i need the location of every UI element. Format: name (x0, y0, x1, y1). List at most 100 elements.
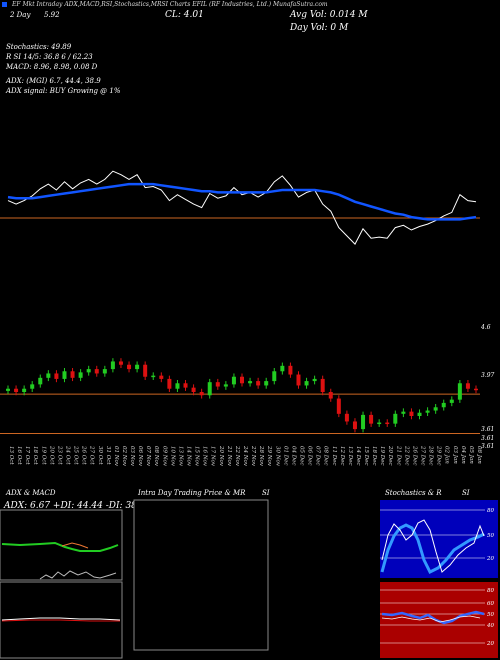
candle-body (465, 383, 470, 389)
candle-body (393, 413, 398, 424)
candle-body (223, 384, 228, 387)
date-tick-label: 27 Nov (250, 445, 256, 467)
candle-body (288, 365, 293, 375)
date-tick-label: 06 Dec (307, 446, 313, 466)
date-tick-label: 05 Dec (298, 446, 304, 466)
date-tick-label: 08 Nov (153, 446, 159, 467)
candle-body (385, 422, 390, 425)
candle-body (199, 392, 204, 396)
candle-body (320, 378, 325, 392)
stoch-tick-label: 80 (487, 508, 494, 514)
stoch-tick-label: 50 (487, 533, 494, 539)
date-tick-label: 25 Oct (73, 445, 79, 465)
candle-body (361, 414, 366, 430)
date-tick-label: 09 Nov (161, 446, 167, 467)
date-tick-label: 24 Oct (64, 445, 70, 465)
candle-body (369, 414, 374, 424)
legend-label: 2 Day (10, 11, 31, 19)
date-tick-label: 12 Dec (339, 446, 345, 466)
date-tick-label: 03 Jan (452, 446, 458, 464)
rsi-tick-label: 60 (487, 601, 494, 607)
candle-body (328, 392, 333, 399)
candle-body (272, 371, 277, 382)
date-tick-label: 16 Oct (16, 446, 22, 465)
price-label-mid: 3.97 (481, 372, 495, 379)
candle-body (336, 398, 341, 414)
candle-body (449, 399, 454, 403)
date-tick-label: 08 Jan (476, 446, 482, 464)
date-tick-label: 01 Dec (282, 446, 288, 466)
date-tick-label: 30 Oct (97, 446, 103, 465)
date-tick-label: 03 Nov (129, 446, 135, 467)
candle-body (409, 411, 414, 416)
date-tick-label: 07 Nov (145, 446, 151, 467)
date-tick-label: 04 Dec (290, 446, 296, 466)
stoch-d-line (380, 523, 485, 575)
date-tick-label: 19 Dec (379, 446, 385, 466)
macd-readout: MACD: 8.96, 8.98, 0.08 D (6, 63, 98, 71)
date-tick-label: 26 Oct (81, 445, 87, 465)
day-vol: Day Vol: 0 M (290, 23, 349, 33)
date-tick-label: 13 Dec (347, 446, 353, 466)
date-tick-label: 18 Oct (32, 446, 38, 465)
date-tick-label: 13 Nov (177, 446, 183, 467)
candle-body (264, 381, 269, 386)
close-line (7, 170, 477, 245)
rsi-tick-label: 20 (486, 641, 494, 647)
candle-body (110, 361, 115, 370)
candle-body (127, 364, 132, 370)
legend-swatch-label (2, 2, 7, 9)
candle-body (191, 387, 196, 392)
date-tick-label: 15 Dec (363, 446, 369, 466)
date-tick-label: 29 Dec (436, 445, 442, 466)
avg-vol: Avg Vol: 0.014 M (290, 10, 368, 20)
date-tick-label: 17 Nov (210, 446, 216, 467)
adx-panel-title: ADX & MACD (6, 489, 56, 497)
price-label-high: 4.6 (481, 324, 491, 331)
candle-body (296, 374, 301, 386)
price-label-low2: 3.61 (481, 435, 495, 442)
candle-body (78, 372, 83, 378)
candle-body (377, 422, 382, 425)
intraday-panel-title: Intra Day Trading Price & MR (138, 489, 246, 497)
date-tick-label: 01 Nov (113, 446, 119, 467)
date-tick-label: 22 Nov (234, 445, 240, 467)
candle-body (457, 383, 462, 400)
date-tick-label: 06 Nov (137, 446, 143, 467)
date-tick-label: 19 Oct (40, 446, 46, 465)
candle-body (6, 388, 10, 391)
date-tick-label: 29 Nov (266, 445, 272, 467)
candle-body (159, 375, 164, 379)
adx-readout: ADX: (MGI) 6.7, 44.4, 38.9 (6, 77, 101, 85)
date-tick-label: 24 Nov (242, 445, 248, 467)
candle-body (54, 373, 59, 379)
stochastics-readout: Stochastics: 49.89 (6, 43, 72, 51)
stoch-tick-label: 20 (486, 556, 494, 562)
stoch-panel-si: SI (462, 489, 470, 497)
candle-body (46, 373, 51, 378)
date-tick-label: 27 Oct (89, 445, 95, 465)
candle-body (143, 364, 148, 377)
adx-signal: ADX signal: BUY Growing @ 1% (6, 87, 121, 95)
date-tick-label: 20 Nov (218, 445, 224, 467)
candle-body (38, 377, 43, 385)
candle-body (240, 376, 244, 384)
date-tick-label: 13 Oct (8, 446, 14, 465)
candle-body (304, 381, 309, 386)
date-tick-label: 20 Oct (48, 445, 54, 465)
macd-signal-line (1, 619, 120, 622)
stoch-panel-title: Stochastics & R (385, 489, 442, 497)
date-tick-label: 04 Jan (460, 446, 466, 464)
candle-body (352, 421, 357, 430)
date-tick-label: 15 Nov (194, 446, 200, 467)
candle-body (167, 378, 172, 389)
candle-body (102, 369, 107, 374)
candle-body (86, 369, 91, 373)
candle-body (207, 382, 212, 396)
price-label-low1: 3.61 (481, 426, 495, 433)
moving-average-line (7, 182, 477, 221)
candle-body (474, 388, 478, 391)
date-tick-label: 20 Dec (387, 445, 393, 466)
date-tick-label: 11 Dec (331, 446, 337, 466)
macd-line (1, 617, 121, 621)
